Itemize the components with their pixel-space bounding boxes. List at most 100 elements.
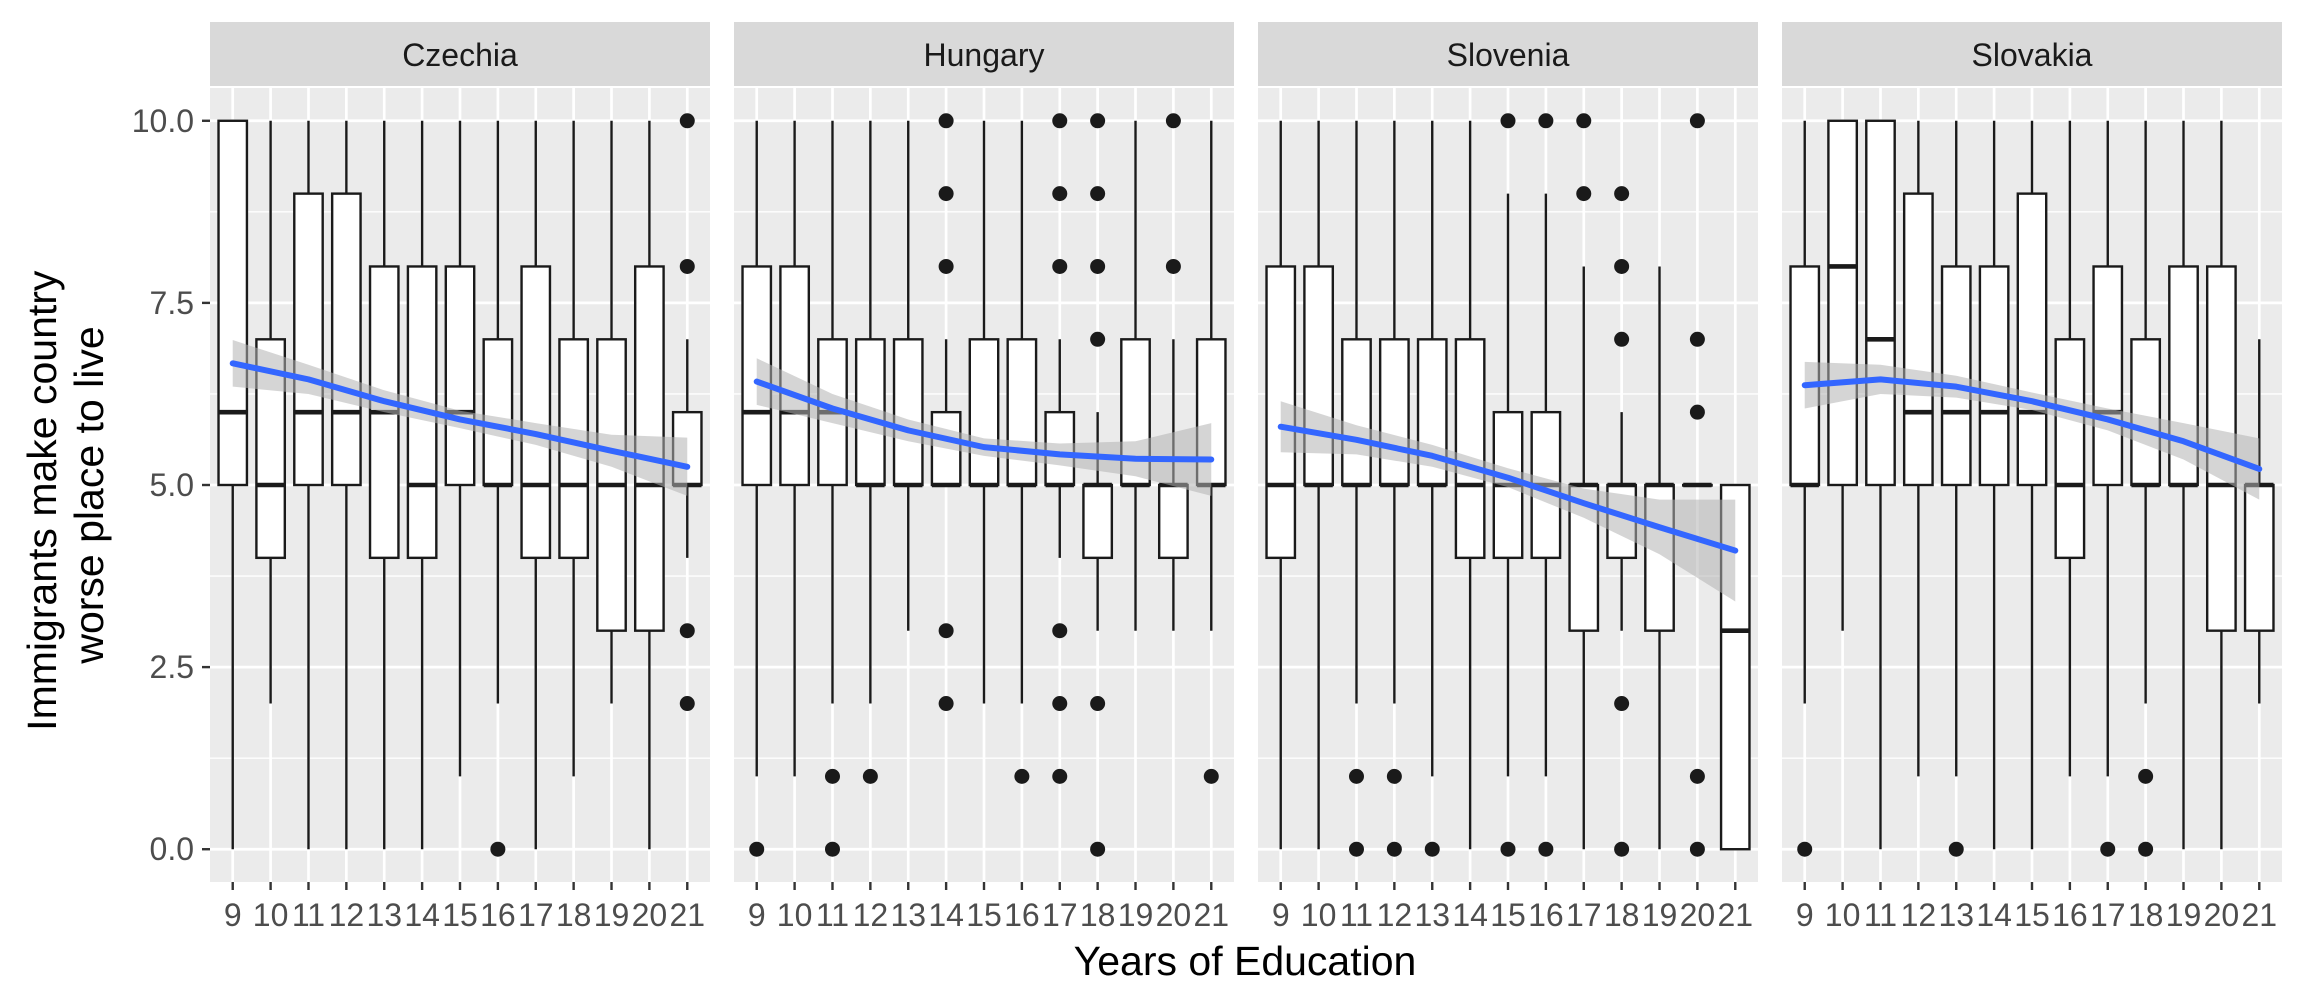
outlier-point	[1689, 841, 1705, 857]
box-body	[1827, 119, 1859, 487]
box-body	[293, 192, 324, 487]
smooth-trend-line	[1277, 423, 1739, 554]
outlier-point	[1165, 113, 1181, 129]
box-body	[1006, 338, 1038, 487]
box-9	[217, 119, 249, 850]
outlier-point	[1052, 113, 1068, 129]
x-tick-label: 10	[1301, 897, 1337, 933]
outlier-point	[1386, 841, 1402, 857]
box-body	[217, 119, 249, 487]
outlier-point	[824, 768, 840, 784]
outlier-point	[1090, 696, 1106, 712]
outlier-point	[1614, 696, 1630, 712]
outlier-point	[1614, 186, 1630, 202]
box-13	[892, 120, 924, 631]
box-11	[1341, 120, 1372, 857]
outlier-point	[1014, 768, 1030, 784]
box-16	[482, 120, 514, 857]
outlier-point	[1165, 258, 1181, 274]
outlier-point	[1689, 331, 1705, 347]
facet-strip-label: Slovakia	[1972, 37, 2093, 73]
x-tick-label: 12	[853, 897, 889, 933]
box-11	[293, 120, 324, 850]
x-tick-label: 15	[1490, 897, 1526, 933]
y-tick-label: 7.5	[150, 285, 194, 321]
facet-strip-label: Hungary	[924, 37, 1045, 73]
x-tick-label: 17	[518, 897, 554, 933]
box-body	[1902, 192, 1934, 487]
smooth-trend-line	[753, 378, 1215, 463]
box-body	[444, 265, 476, 487]
x-tick-label: 20	[1156, 897, 1192, 933]
x-tick-label: 16	[1528, 897, 1564, 933]
y-axis-label-line-1: Immigrants make country	[19, 270, 65, 731]
panel-hungary: Hungary 9 10 11 12 13 14 15 16 17 18 19 20 21	[734, 22, 1234, 933]
outlier-point	[679, 258, 695, 274]
outlier-point	[1052, 258, 1068, 274]
x-tick-label: 11	[1864, 897, 1897, 933]
x-tick-label: 14	[1976, 897, 2012, 933]
box-11	[1865, 119, 1896, 850]
x-tick-label: 20	[632, 897, 668, 933]
smooth-confidence-band	[1804, 361, 2260, 500]
box-15	[2016, 120, 2048, 850]
x-tick-label: 15	[966, 897, 1002, 933]
box-body	[520, 265, 552, 560]
x-tick-label: 17	[2090, 897, 2126, 933]
facet-strip-label: Slovenia	[1447, 37, 1570, 73]
x-tick-label: 16	[1004, 897, 1040, 933]
outlier-point	[938, 186, 954, 202]
box-body	[1341, 338, 1372, 487]
x-tick-label: 21	[1717, 897, 1753, 933]
outlier-point	[490, 841, 506, 857]
x-tick-label: 19	[1118, 897, 1154, 933]
box-body	[2016, 192, 2048, 487]
facet-strip	[210, 22, 710, 86]
x-tick-label: 18	[2128, 897, 2164, 933]
x-tick-label: 14	[1452, 897, 1488, 933]
outlier-point	[1576, 186, 1592, 202]
x-tick-label: 17	[1566, 897, 1602, 933]
smooth-trend-line	[1801, 376, 2263, 472]
outlier-point	[1797, 841, 1813, 857]
facet-strip	[734, 22, 1234, 86]
box-body	[1082, 483, 1114, 560]
x-tick-label: 19	[2166, 897, 2202, 933]
x-tick-label: 13	[890, 897, 926, 933]
outlier-point	[1689, 768, 1705, 784]
x-tick-label: 12	[1377, 897, 1413, 933]
box-15	[968, 120, 1000, 704]
y-axis-label: Immigrants make country worse place to l…	[19, 259, 112, 731]
outlier-point	[1090, 331, 1106, 347]
outlier-point	[1090, 113, 1106, 129]
x-tick-label: 16	[480, 897, 516, 933]
x-tick-label: 19	[1642, 897, 1678, 933]
x-tick-label: 11	[1340, 897, 1373, 933]
outlier-point	[1538, 113, 1554, 129]
box-16	[2054, 120, 2086, 777]
y-tick-label: 0.0	[150, 831, 194, 867]
facet-strip	[1782, 22, 2282, 86]
outlier-point	[1689, 404, 1705, 420]
x-tick-label: 14	[928, 897, 964, 933]
box-body	[2092, 265, 2124, 487]
x-tick-label: 9	[1272, 897, 1290, 933]
smooth-confidence-band	[756, 358, 1212, 496]
box-12	[1902, 120, 1934, 777]
outlier-point	[1090, 258, 1106, 274]
outlier-point	[938, 696, 954, 712]
facet-strip-label: Czechia	[402, 37, 518, 73]
outlier-point	[749, 841, 765, 857]
box-body	[1978, 265, 2010, 487]
x-tick-label: 16	[2052, 897, 2088, 933]
y-axis-label-line-2: worse place to live	[66, 326, 112, 664]
box-14	[930, 113, 962, 712]
y-tick-label: 5.0	[150, 467, 194, 503]
box-17	[2092, 120, 2124, 857]
x-tick-label: 10	[253, 897, 289, 933]
x-tick-label: 19	[594, 897, 630, 933]
panel-slovenia: Slovenia 9 10 11 12 13 14 15 16 17 18 19 20 21	[1258, 22, 1758, 933]
outlier-point	[1052, 186, 1068, 202]
